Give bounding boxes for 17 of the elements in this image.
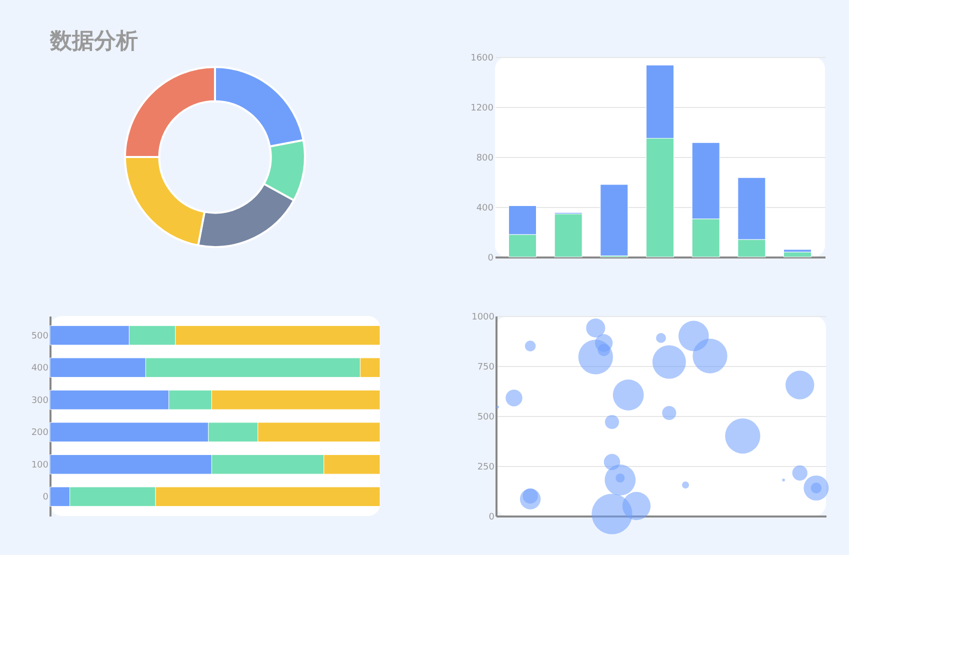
- y-tick-label: 1000: [472, 312, 495, 322]
- y-tick-label: 200: [31, 428, 49, 438]
- y-tick-label: 400: [31, 364, 49, 374]
- y-tick-label: 1200: [470, 104, 494, 114]
- y-tick-label: 0: [488, 254, 494, 264]
- y-tick-label: 500: [31, 331, 49, 342]
- y-tick-label: 500: [477, 412, 495, 422]
- y-tick-label: 750: [477, 362, 495, 372]
- y-tick-label: 0: [488, 512, 495, 522]
- y-tick-label: 1600: [470, 54, 494, 64]
- chart-title: 数据分析: [49, 29, 138, 54]
- y-tick-label: 300: [31, 396, 49, 406]
- y-tick-label: 100: [31, 460, 49, 470]
- y-tick-label: 250: [477, 462, 495, 472]
- y-tick-label: 800: [476, 154, 494, 164]
- y-tick-label: 0: [42, 492, 49, 503]
- y-tick-label: 400: [476, 204, 494, 214]
